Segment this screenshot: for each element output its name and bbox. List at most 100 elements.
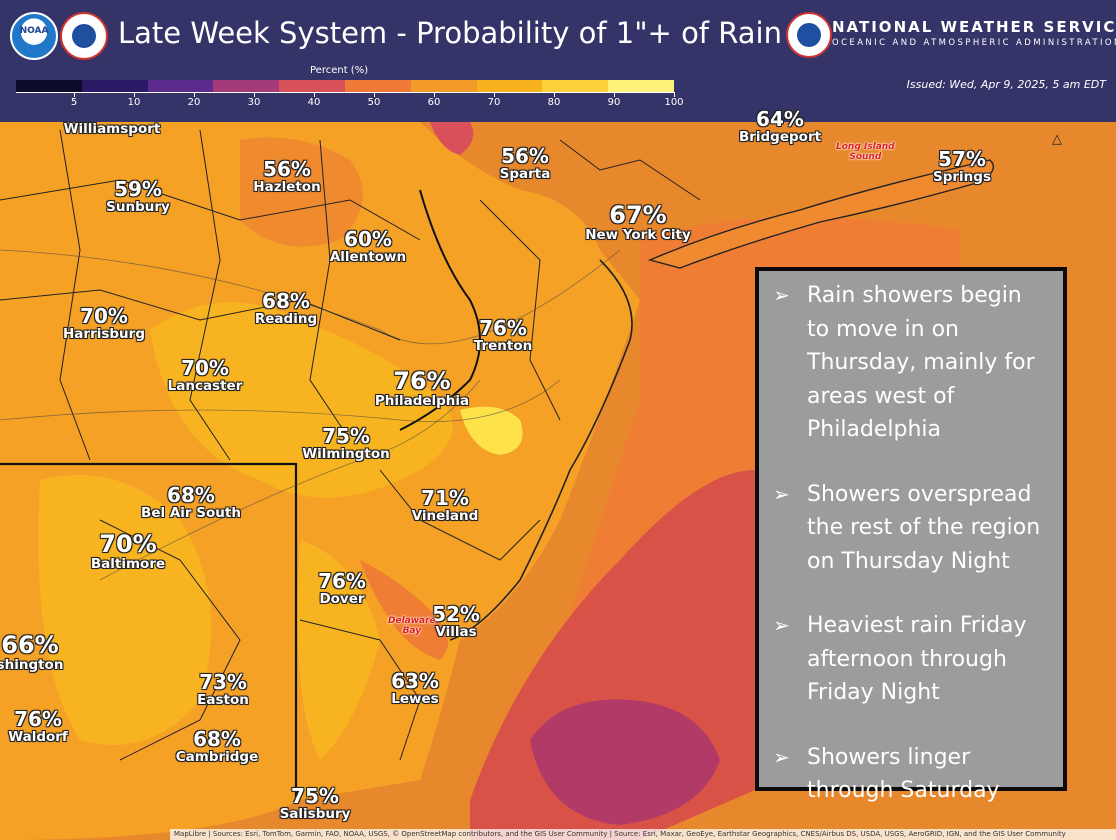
county-line-3 — [59, 129, 91, 461]
city-name: Bel Air South — [141, 505, 241, 521]
forecast-note-text: Rain showers begin to move in on Thursda… — [807, 283, 1035, 442]
legend-color-segment — [147, 80, 214, 92]
city-name: Lancaster — [167, 378, 243, 394]
county-line-10 — [559, 139, 701, 201]
city-probability: 68% — [262, 289, 310, 313]
county-line-5 — [309, 139, 351, 441]
city-label: 70% Lancaster — [168, 357, 243, 394]
water-label-line: Sound — [849, 152, 882, 162]
city-label: 57% Springs — [933, 148, 991, 185]
shape-marker: △ — [1052, 132, 1062, 147]
issued-timestamp: Issued: Wed, Apr 9, 2025, 5 am EDT — [906, 78, 1106, 91]
city-probability: 59% — [114, 177, 162, 201]
city-name: Waldorf — [8, 729, 68, 745]
city-probability: 64% — [756, 107, 804, 131]
legend-tick-label: 70 — [487, 97, 501, 108]
forecast-note-text: Showers overspread the rest of the regio… — [807, 481, 1041, 574]
road-line-3 — [99, 379, 481, 581]
legend-tick-label: 40 — [307, 97, 321, 108]
nws-logo-right — [786, 12, 832, 58]
legend-color-segment — [608, 80, 674, 92]
water-label-delaware-bay: Delaware Bay — [388, 616, 436, 636]
legend-tick-label: 10 — [127, 97, 141, 108]
arrow-bullet-icon: ➢ — [773, 481, 790, 506]
agency-block: NATIONAL WEATHER SERVICE OCEANIC AND ATM… — [832, 18, 1116, 48]
map-attribution[interactable]: MapLibre | Sources: Esri, TomTom, Garmin… — [170, 829, 1116, 840]
legend-tick — [314, 92, 315, 97]
road-line-2 — [0, 379, 561, 423]
water-label-line: Delaware — [388, 616, 436, 626]
city-label: 64% Bridgeport — [739, 108, 821, 145]
legend-tick-label: 90 — [607, 97, 621, 108]
county-line-1 — [0, 179, 421, 241]
legend-tick — [374, 92, 375, 97]
water-label-line: Long Island — [836, 142, 895, 152]
city-name: Philadelphia — [374, 393, 470, 409]
city-label: Williamsport — [64, 122, 161, 137]
city-label: 59% Sunbury — [106, 178, 170, 215]
city-label: 76% Trenton — [474, 317, 533, 354]
city-name: Salisbury — [279, 806, 351, 822]
land-80-90-zone-3 — [297, 540, 380, 760]
forecast-note: ➢ Showers overspread the rest of the reg… — [773, 478, 1049, 579]
ocean-30-40-zone — [530, 699, 720, 825]
legend-tick — [434, 92, 435, 97]
legend-color-segment — [410, 80, 477, 92]
county-line-9 — [299, 619, 421, 761]
legend-tick-label: 20 — [187, 97, 201, 108]
city-probability: 67% — [609, 201, 667, 229]
city-label: 76% Dover — [318, 570, 366, 607]
city-name: Springs — [933, 169, 991, 185]
city-probability: 75% — [322, 424, 370, 448]
city-label: 71% Vineland — [412, 487, 479, 524]
city-name: New York City — [585, 227, 691, 243]
forecast-notes-panel: ➢ Rain showers begin to move in on Thurs… — [755, 267, 1067, 803]
land-80-90-zone — [150, 302, 453, 498]
city-probability: 76% — [393, 367, 451, 395]
county-line-8 — [99, 519, 241, 761]
legend-tick-label: 100 — [664, 97, 684, 108]
legend-color-segment — [344, 80, 411, 92]
legend-tick-label: 30 — [247, 97, 261, 108]
city-label: 70% Baltimore — [91, 531, 165, 572]
city-name: Williamsport — [63, 121, 161, 137]
city-probability: 70% — [99, 530, 157, 558]
city-probability: 63% — [391, 669, 439, 693]
city-probability: 52% — [432, 602, 480, 626]
legend-color-segment — [542, 80, 609, 92]
legend-tick-label: 50 — [367, 97, 381, 108]
city-label: 60% Allentown — [330, 228, 406, 265]
county-line-7 — [379, 469, 541, 561]
legend-color-segment — [476, 80, 543, 92]
city-probability: 76% — [318, 569, 366, 593]
city-probability: 68% — [167, 483, 215, 507]
legend-color-segment — [81, 80, 148, 92]
city-label: 75% Salisbury — [280, 785, 351, 822]
coastline — [449, 259, 633, 641]
city-name: Dover — [319, 591, 365, 607]
state-border-md-pa — [0, 462, 298, 800]
city-label: 68% Bel Air South — [141, 484, 241, 521]
delaware-bay — [360, 560, 448, 660]
land-40-50-zone-north — [430, 122, 474, 155]
city-name: Baltimore — [90, 556, 166, 572]
city-label: 63% Lewes — [391, 670, 439, 707]
city-name: Harrisburg — [63, 326, 145, 342]
city-name: Reading — [254, 311, 318, 327]
legend-tick — [74, 92, 75, 97]
city-label: 68% Reading — [255, 290, 317, 327]
forecast-note: ➢ Rain showers begin to move in on Thurs… — [773, 279, 1049, 447]
city-label: 67% New York City — [585, 202, 691, 243]
city-name: Hazleton — [253, 179, 321, 195]
land-60-zone-north — [240, 137, 363, 247]
state-border-nj-pa — [399, 189, 481, 431]
legend-tick — [614, 92, 615, 97]
legend-tick — [554, 92, 555, 97]
city-name: Trenton — [473, 338, 533, 354]
land-80-90-zone-2 — [38, 475, 212, 745]
forecast-note: ➢ Heaviest rain Friday afternoon through… — [773, 609, 1049, 710]
city-label: 76% Waldorf — [8, 708, 68, 745]
city-name: Sparta — [499, 166, 551, 182]
legend-tick — [134, 92, 135, 97]
forecast-note-text: Heaviest rain Friday afternoon through F… — [807, 613, 1027, 705]
